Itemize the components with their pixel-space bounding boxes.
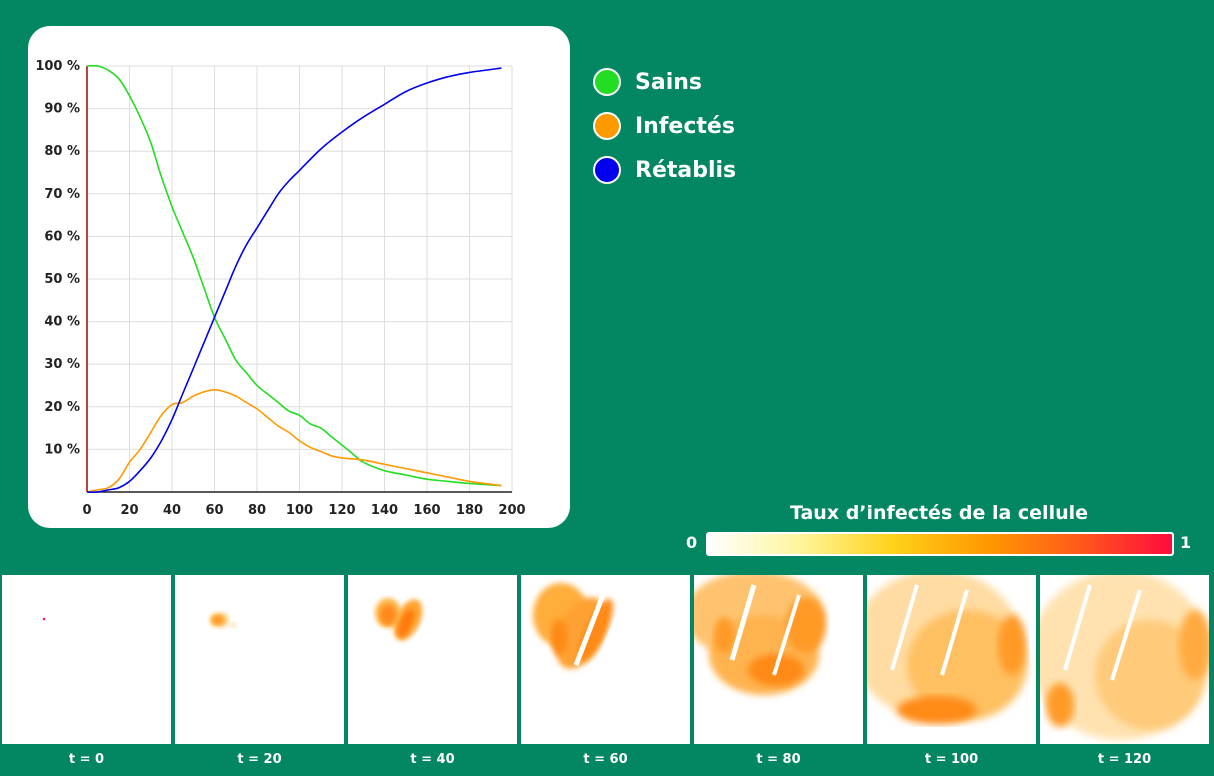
x-tick-labels: 0 20 40 60 80 100 120 140 160 180 200 xyxy=(82,503,525,518)
series-line-infectes xyxy=(86,388,502,493)
snapshot-label-5: t = 100 xyxy=(924,752,979,767)
x-tick-label: 0 xyxy=(82,503,91,518)
y-tick-label: 60 % xyxy=(44,229,80,244)
series-lines xyxy=(86,64,502,493)
y-tick-label: 40 % xyxy=(44,315,80,330)
legend-swatch-infectes xyxy=(593,112,621,140)
line-chart: 10 % 20 % 30 % 40 % 50 % 60 % 70 % 80 % 90 % 100 … xyxy=(35,59,525,518)
x-tick-label: 20 xyxy=(120,503,138,518)
snapshot-frame-0 xyxy=(2,575,171,744)
x-tick-label: 40 xyxy=(163,503,181,518)
snapshot-label-2: t = 40 xyxy=(410,752,455,767)
y-tick-label: 10 % xyxy=(44,442,80,457)
legend-swatch-retablis xyxy=(593,156,621,184)
y-tick-labels: 10 % 20 % 30 % 40 % 50 % 60 % 70 % 80 % 90 % 100 … xyxy=(35,59,80,457)
legend-label-infectes: Infectés xyxy=(635,113,735,139)
y-tick-label: 50 % xyxy=(44,272,80,287)
y-tick-label: 90 % xyxy=(44,102,80,117)
x-tick-label: 180 xyxy=(456,503,483,518)
legend: Sains Infectés Rétablis xyxy=(593,60,736,192)
axes xyxy=(86,66,512,493)
y-tick-label: 30 % xyxy=(44,357,80,372)
colorbar xyxy=(706,532,1174,556)
legend-label-sains: Sains xyxy=(635,69,702,95)
colorbar-max-label: 1 xyxy=(1180,533,1192,552)
y-tick-label: 20 % xyxy=(44,400,80,415)
x-tick-label: 200 xyxy=(498,503,525,518)
x-tick-label: 140 xyxy=(371,503,398,518)
snapshot-label-0: t = 0 xyxy=(68,752,105,767)
series-line-sains xyxy=(86,64,502,487)
series-line-retablis xyxy=(86,67,502,493)
y-tick-label: 80 % xyxy=(44,144,80,159)
snapshot-frame-2 xyxy=(348,575,517,744)
snapshot-label-3: t = 60 xyxy=(583,752,628,767)
x-tick-label: 120 xyxy=(328,503,355,518)
colorbar-min-label: 0 xyxy=(686,533,698,552)
x-tick-label: 100 xyxy=(286,503,313,518)
snapshot-frame-5 xyxy=(867,575,1036,744)
snapshot-strip: t = 0 t = 20 t = 40 t = 60 xyxy=(0,572,1214,776)
legend-item-infectes: Infectés xyxy=(593,104,736,148)
snapshot-frame-3 xyxy=(521,575,690,744)
snapshot-label-4: t = 80 xyxy=(756,752,801,767)
y-tick-label: 70 % xyxy=(44,187,80,202)
chart-card: 10 % 20 % 30 % 40 % 50 % 60 % 70 % 80 % 90 % 100 … xyxy=(28,26,570,528)
legend-label-retablis: Rétablis xyxy=(635,157,737,183)
snapshot-label-6: t = 120 xyxy=(1097,752,1152,767)
snapshot-frame-1 xyxy=(175,575,344,744)
y-tick-label: 100 % xyxy=(35,59,80,74)
snapshot-frame-6 xyxy=(1040,575,1209,744)
x-tick-label: 160 xyxy=(413,503,440,518)
snapshot-frame-4 xyxy=(694,575,863,744)
snapshot-label-1: t = 20 xyxy=(237,752,282,767)
grid xyxy=(86,65,513,493)
legend-swatch-sains xyxy=(593,68,621,96)
legend-item-sains: Sains xyxy=(593,60,736,104)
x-tick-label: 80 xyxy=(248,503,266,518)
x-tick-label: 60 xyxy=(205,503,223,518)
legend-item-retablis: Rétablis xyxy=(593,148,736,192)
colorbar-title: Taux d’infectés de la cellule xyxy=(789,502,1089,524)
